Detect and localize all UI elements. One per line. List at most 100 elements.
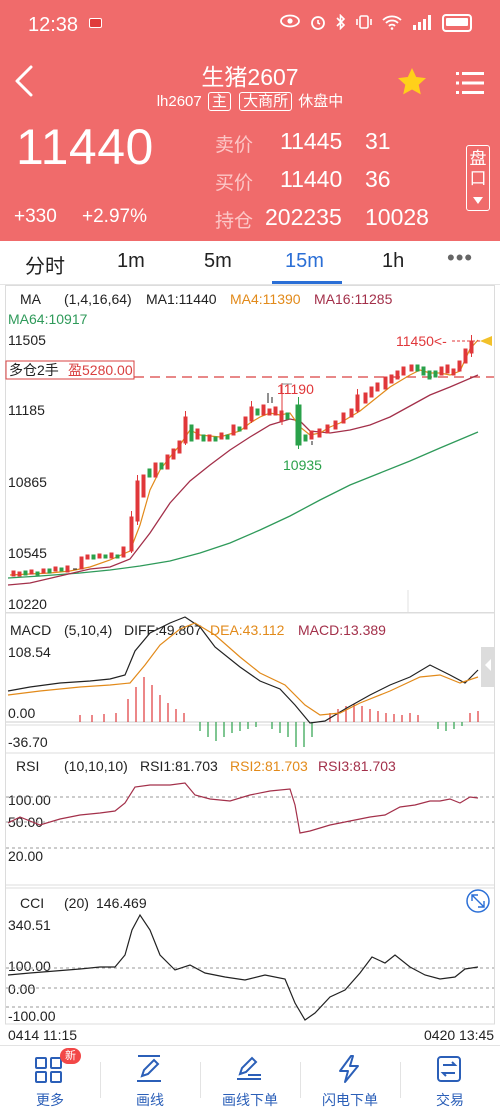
local-high-label: 11190 <box>277 381 314 397</box>
macd-axis-label: 108.54 <box>8 644 51 660</box>
time-axis-end: 0420 13:45 <box>424 1027 494 1043</box>
ma4-line <box>9 339 479 576</box>
record-icon <box>89 18 102 28</box>
bid-label: 买价 <box>215 173 254 194</box>
eye-icon <box>280 14 300 32</box>
active-tab-indicator <box>272 281 342 284</box>
local-low-label: 10935 <box>283 457 322 473</box>
position-label: 多仓2手 <box>9 362 59 378</box>
back-icon[interactable] <box>12 64 38 98</box>
nav-draw-order[interactable]: 画线下单 <box>200 1046 300 1113</box>
expand-left-icon <box>485 659 491 671</box>
tab-1h[interactable]: 1h <box>382 250 405 272</box>
open-interest: 202235 <box>265 204 342 230</box>
macd-params: (5,10,4) <box>64 622 112 638</box>
time-axis-start: 0414 11:15 <box>8 1027 77 1043</box>
nav-trade[interactable]: 交易 <box>400 1046 500 1113</box>
alarm-icon <box>310 14 326 32</box>
profit-label: 盈5280.00 <box>68 362 133 378</box>
macd-dea-line <box>7 622 479 716</box>
rsi-title[interactable]: RSI <box>16 758 39 774</box>
refresh-icon[interactable] <box>466 889 490 913</box>
price-axis-label: 10220 <box>8 596 47 612</box>
nav-flash-order[interactable]: 闪电下单 <box>300 1046 400 1113</box>
signal-icon <box>412 14 432 32</box>
macd-diff: DIFF:49.807 <box>124 622 202 638</box>
rsi-axis-label: 20.00 <box>8 848 43 864</box>
bid-price: 11440 <box>280 166 343 192</box>
more-periods-button[interactable]: ••• <box>447 245 474 270</box>
macd-diff-line <box>7 616 479 724</box>
ma64-line <box>7 431 479 579</box>
cci-title[interactable]: CCI <box>20 895 44 911</box>
new-badge: 新 <box>60 1048 81 1064</box>
cci-axis-label: 0.00 <box>8 981 35 997</box>
nav-more[interactable]: 新 更多 <box>0 1046 100 1113</box>
tab-5m[interactable]: 5m <box>204 250 232 272</box>
rsi3-value: RSI3:81.703 <box>318 758 396 774</box>
lightning-icon <box>339 1055 359 1083</box>
favorite-star-icon[interactable] <box>396 66 428 98</box>
main-contract-tag: 主 <box>207 92 231 111</box>
page-title: 生猪2607 <box>201 64 299 90</box>
cci-axis-label: 340.51 <box>8 917 51 933</box>
ma-title[interactable]: MA <box>20 291 42 307</box>
bluetooth-icon <box>336 13 346 32</box>
contract-code: lh2607 <box>156 93 202 110</box>
quote-header: 12:38 生猪2607 lh2 <box>0 0 500 241</box>
contract-subtitle: lh2607 主 大商所 休盘中 <box>0 90 500 111</box>
rsi-line <box>7 782 479 834</box>
macd-green-bars <box>199 722 463 747</box>
market-state: 休盘中 <box>298 93 344 110</box>
oi-change: 10028 <box>365 204 429 230</box>
menu-icon[interactable] <box>456 70 484 96</box>
tab-timeshare[interactable]: 分时 <box>25 256 65 278</box>
cci-value: 146.469 <box>96 895 147 911</box>
status-icons <box>280 13 472 32</box>
macd-red-bars <box>79 677 479 722</box>
exchange-tag: 大商所 <box>239 92 293 111</box>
pen-icon <box>137 1055 161 1082</box>
rsi-axis-label: 100.00 <box>8 792 51 808</box>
last-price: 11440 <box>16 119 154 175</box>
macd-axis-label: -36.70 <box>8 734 48 750</box>
pankou-button[interactable]: 盘口 <box>466 145 490 211</box>
ma16-value: MA16:11285 <box>314 291 393 307</box>
ma4-value: MA4:11390 <box>230 291 301 307</box>
oi-label: 持仓 <box>215 211 254 232</box>
kline-chart-area[interactable]: MA (1,4,16,64) MA1:11440 MA4:11390 MA16:… <box>0 285 500 1045</box>
bottom-nav: 新 更多 画线 画线下单 闪电下单 交易 <box>0 1045 500 1113</box>
tab-1m[interactable]: 1m <box>117 250 145 272</box>
nav-flash-order-label: 闪电下单 <box>322 1092 378 1108</box>
macd-axis-label: 0.00 <box>8 705 35 721</box>
grid-icon <box>35 1057 62 1083</box>
rsi1-value: RSI1:81.703 <box>140 758 218 774</box>
wifi-icon <box>382 14 402 32</box>
nav-trade-label: 交易 <box>436 1092 464 1108</box>
candlesticks <box>11 335 474 577</box>
status-bar: 12:38 <box>0 0 500 52</box>
macd-dea: DEA:43.112 <box>210 622 285 638</box>
price-axis-label: 11185 <box>8 402 45 418</box>
period-tabs: 分时 1m 5m 15m 1h ••• <box>0 241 500 285</box>
rsi2-value: RSI2:81.703 <box>230 758 308 774</box>
cci-params: (20) <box>64 895 89 911</box>
tab-15m[interactable]: 15m <box>285 250 324 272</box>
battery-icon <box>442 14 472 32</box>
price-axis-label: 10545 <box>8 545 47 561</box>
cci-axis-label: -100.00 <box>8 1008 56 1024</box>
current-price-arrow-icon <box>480 336 492 346</box>
high-mark-label: 11450<- <box>396 333 447 349</box>
nav-draw[interactable]: 画线 <box>100 1046 200 1113</box>
ma16-line <box>7 374 479 586</box>
cci-line <box>7 913 479 1021</box>
status-time: 12:38 <box>28 14 79 36</box>
position-tag[interactable] <box>5 360 135 380</box>
cci-axis-label: 100.00 <box>8 958 51 974</box>
macd-title[interactable]: MACD <box>10 622 51 638</box>
vibrate-icon <box>356 14 372 32</box>
price-change: +330 <box>14 206 57 227</box>
nav-draw-order-label: 画线下单 <box>222 1092 278 1108</box>
rsi-params: (10,10,10) <box>64 758 128 774</box>
ask-price: 11445 <box>280 128 343 154</box>
